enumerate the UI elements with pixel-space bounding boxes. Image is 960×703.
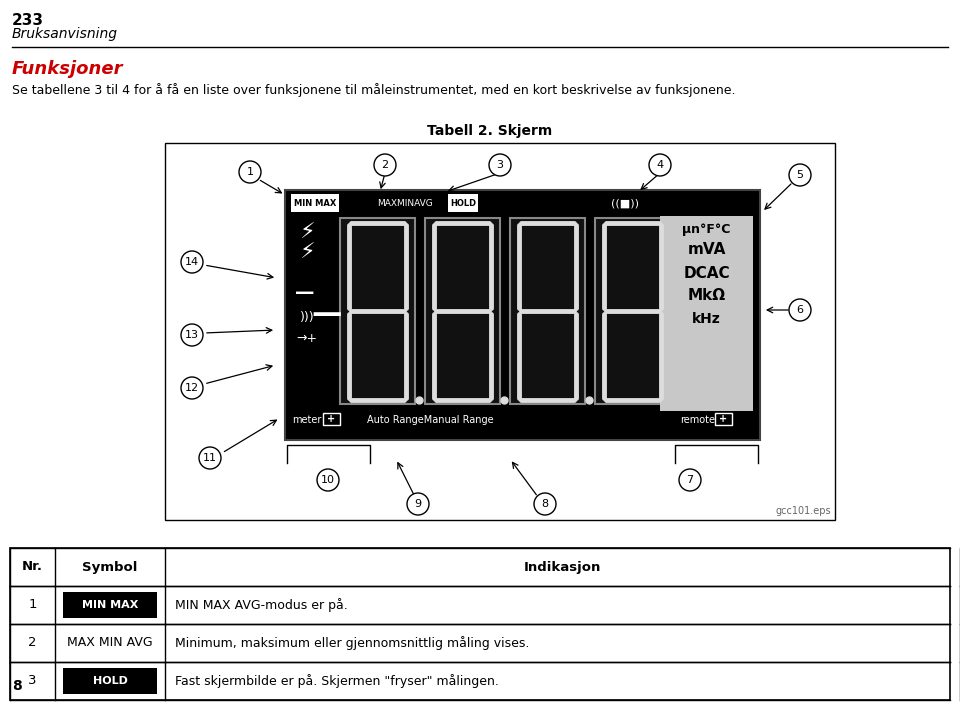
Text: meter: meter [292, 415, 322, 425]
Text: Bruksanvisning: Bruksanvisning [12, 27, 118, 41]
Bar [323, 413, 340, 425]
Text: Tabell 2. Skjerm: Tabell 2. Skjerm [427, 124, 553, 138]
Text: 12: 12 [185, 383, 199, 393]
Text: —: — [312, 299, 343, 328]
Text: remote: remote [681, 415, 715, 425]
Text: Symbol: Symbol [83, 560, 137, 574]
Text: 10: 10 [321, 475, 335, 485]
Text: ))): ))) [300, 311, 314, 325]
Text: MIN MAX AVG-modus er på.: MIN MAX AVG-modus er på. [175, 598, 348, 612]
Bar [510, 218, 585, 404]
Circle shape [317, 469, 339, 491]
Bar [10, 548, 950, 700]
Text: 2: 2 [381, 160, 389, 170]
Bar [340, 218, 415, 404]
Text: 3: 3 [28, 674, 36, 688]
Circle shape [181, 324, 203, 346]
Text: 4: 4 [657, 160, 663, 170]
Bar [63, 592, 157, 618]
Circle shape [534, 493, 556, 515]
Text: 233: 233 [12, 13, 44, 28]
Text: 2: 2 [28, 636, 36, 650]
Text: 5: 5 [797, 170, 804, 180]
Text: DCAC: DCAC [684, 266, 730, 280]
Text: 1: 1 [247, 167, 253, 177]
Text: kHz: kHz [692, 312, 721, 326]
Text: Funksjoner: Funksjoner [12, 60, 124, 78]
Text: 3: 3 [496, 160, 503, 170]
Text: MIN MAX: MIN MAX [82, 600, 138, 610]
Circle shape [199, 447, 221, 469]
Text: HOLD: HOLD [92, 676, 128, 686]
Text: Nr.: Nr. [22, 560, 43, 574]
Text: 1: 1 [28, 598, 36, 612]
Circle shape [789, 299, 811, 321]
Text: gcc101.eps: gcc101.eps [776, 506, 831, 516]
Text: 6: 6 [797, 305, 804, 315]
Circle shape [407, 493, 429, 515]
Circle shape [789, 164, 811, 186]
Text: 14: 14 [185, 257, 199, 267]
Bar [448, 194, 478, 212]
Text: 7: 7 [686, 475, 693, 485]
Circle shape [181, 251, 203, 273]
Text: 13: 13 [185, 330, 199, 340]
Circle shape [649, 154, 671, 176]
Circle shape [239, 161, 261, 183]
Text: —: — [296, 283, 315, 302]
Bar [595, 218, 670, 404]
Circle shape [181, 377, 203, 399]
Text: mVA: mVA [687, 243, 726, 257]
Text: ⚡: ⚡ [300, 243, 315, 263]
Text: ((■)): ((■)) [611, 198, 639, 208]
Text: HOLD: HOLD [450, 198, 476, 207]
Text: MAX MIN AVG: MAX MIN AVG [67, 636, 153, 650]
Text: MIN MAX: MIN MAX [294, 198, 336, 207]
Text: +: + [327, 414, 335, 424]
Circle shape [679, 469, 701, 491]
Text: Fast skjermbilde er på. Skjermen "fryser" målingen.: Fast skjermbilde er på. Skjermen "fryser… [175, 674, 499, 688]
Text: 11: 11 [203, 453, 217, 463]
Text: MAXMINAVG: MAXMINAVG [377, 198, 433, 207]
Text: 8: 8 [12, 679, 22, 693]
Bar [291, 194, 339, 212]
Text: Auto RangeManual Range: Auto RangeManual Range [367, 415, 493, 425]
Bar [63, 668, 157, 694]
Bar [715, 413, 732, 425]
Circle shape [374, 154, 396, 176]
Text: +: + [719, 414, 727, 424]
Bar [660, 216, 753, 411]
Text: 8: 8 [541, 499, 548, 509]
Text: μn°F°C: μn°F°C [683, 224, 731, 236]
Text: Indikasjon: Indikasjon [524, 560, 601, 574]
Text: MkΩ: MkΩ [687, 288, 726, 304]
Bar [285, 190, 760, 440]
Text: →+: →+ [297, 332, 318, 344]
Text: Minimum, maksimum eller gjennomsnittlig måling vises.: Minimum, maksimum eller gjennomsnittlig … [175, 636, 529, 650]
Bar [165, 143, 835, 520]
Bar [425, 218, 500, 404]
Text: Se tabellene 3 til 4 for å få en liste over funksjonene til måleinstrumentet, me: Se tabellene 3 til 4 for å få en liste o… [12, 83, 735, 97]
Text: 9: 9 [415, 499, 421, 509]
Circle shape [489, 154, 511, 176]
Text: ⚡: ⚡ [300, 223, 315, 243]
